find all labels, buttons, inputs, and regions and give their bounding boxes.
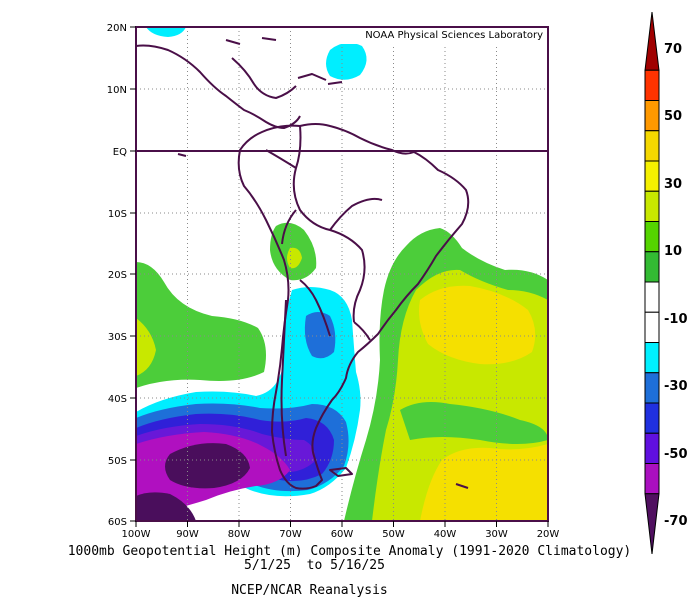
colorbar-label-50: 50 [664, 109, 682, 124]
longitude-labels: 100W 90W 80W 70W 60W 50W 40W 30W 20W [122, 529, 560, 540]
colorbar-swatch [644, 402, 660, 434]
colorbar-swatch [644, 463, 660, 495]
lat-label-30s: 30S [108, 332, 127, 343]
colorbar-swatch [644, 11, 660, 71]
lat-label-20n: 20N [107, 23, 127, 34]
lon-label-100w: 100W [122, 529, 151, 540]
lat-label-20s: 20S [108, 270, 127, 281]
south-atlantic-green-band [400, 402, 548, 444]
lon-label-90w: 90W [176, 529, 199, 540]
longitude-axis [135, 521, 549, 527]
lon-label-80w: 80W [228, 529, 251, 540]
colorbar-swatch [644, 160, 660, 192]
colorbar-swatch [644, 311, 660, 343]
pacific-positive-anomaly [136, 262, 266, 388]
colorbar-label-70: 70 [664, 42, 682, 57]
colorbar-swatch [644, 221, 660, 253]
colorbar-label-30: 30 [664, 177, 682, 192]
colorbar-swatch [644, 251, 660, 283]
data-source: NCEP/NCAR Reanalysis [231, 583, 388, 598]
atlantic-yellow-core [419, 285, 536, 365]
south-atlantic-yellow [420, 444, 548, 521]
colorbar-label-neg10: -10 [664, 312, 688, 327]
colorbar-swatch [644, 281, 660, 313]
lat-label-eq: EQ [113, 147, 127, 158]
colorbar-swatch [644, 100, 660, 132]
colorbar-swatch [644, 69, 660, 101]
lon-label-20w: 20W [537, 529, 560, 540]
lon-label-60w: 60W [331, 529, 354, 540]
south-america-coast [237, 123, 470, 490]
date-range: 5/1/25 to 5/16/25 [244, 558, 385, 573]
latitude-axis [130, 26, 136, 522]
argentina-negative-blue [304, 312, 336, 359]
credit-box [318, 28, 546, 44]
colorbar-swatch [644, 493, 660, 555]
colorbar-label-10: 10 [664, 244, 682, 259]
lon-label-50w: 50W [382, 529, 405, 540]
colorbar-swatch [644, 190, 660, 222]
lat-label-50s: 50S [108, 456, 127, 467]
lon-label-70w: 70W [279, 529, 302, 540]
lat-label-10s: 10S [108, 209, 127, 220]
lon-label-30w: 30W [485, 529, 508, 540]
colorbar-swatch [644, 130, 660, 162]
lon-label-40w: 40W [434, 529, 457, 540]
colorbar [644, 11, 660, 555]
colorbar-label-neg70: -70 [664, 514, 688, 529]
pacific-min-dark-purple [165, 443, 250, 489]
anomaly-shading [136, 27, 548, 521]
lat-label-40s: 40S [108, 394, 127, 405]
lat-label-10n: 10N [107, 85, 127, 96]
coastlines [136, 37, 548, 490]
colorbar-label-neg30: -30 [664, 379, 688, 394]
colorbar-swatch [644, 372, 660, 404]
credit-text: NOAA Physical Sciences Laboratory [365, 30, 543, 41]
pacific-yellow-green [136, 318, 156, 376]
lat-label-60s: 60S [108, 517, 127, 528]
colorbar-swatch [644, 342, 660, 374]
latitude-labels: 20N 10N EQ 10S 20S 30S 40S 50S 60S [107, 23, 127, 528]
colorbar-label-neg50: -50 [664, 447, 688, 462]
caribbean-positive-anomaly [326, 42, 367, 80]
northwest-anomaly [146, 27, 186, 37]
gridlines [136, 27, 548, 521]
figure-title: 1000mb Geopotential Height (m) Composite… [67, 544, 632, 559]
colorbar-labels: 70 50 30 10 -10 -30 -50 -70 [664, 42, 688, 529]
colorbar-swatch [644, 432, 660, 464]
southwest-corner-dark [136, 492, 196, 521]
